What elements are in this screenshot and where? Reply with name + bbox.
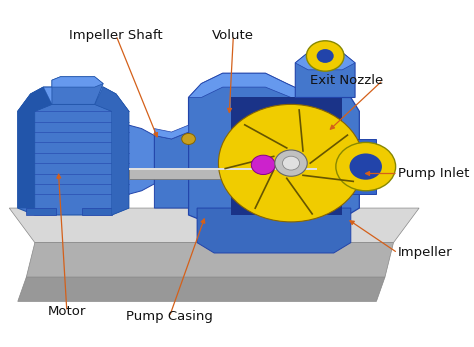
- Text: Motor: Motor: [48, 305, 86, 318]
- Circle shape: [275, 150, 307, 176]
- Circle shape: [306, 41, 344, 71]
- Polygon shape: [295, 52, 355, 70]
- Polygon shape: [27, 208, 56, 215]
- Polygon shape: [197, 208, 223, 232]
- Circle shape: [349, 153, 382, 180]
- Polygon shape: [155, 132, 189, 208]
- Polygon shape: [155, 125, 189, 139]
- Polygon shape: [52, 77, 103, 104]
- Polygon shape: [95, 87, 129, 215]
- Circle shape: [317, 49, 334, 63]
- Polygon shape: [351, 139, 376, 194]
- Polygon shape: [308, 208, 334, 232]
- Polygon shape: [295, 52, 355, 98]
- Polygon shape: [197, 208, 351, 253]
- Circle shape: [251, 155, 275, 175]
- Circle shape: [283, 156, 300, 170]
- Polygon shape: [18, 87, 129, 215]
- Polygon shape: [18, 277, 385, 302]
- Text: Impeller Shaft: Impeller Shaft: [69, 29, 163, 42]
- Polygon shape: [231, 98, 342, 215]
- Polygon shape: [236, 129, 265, 201]
- Circle shape: [219, 104, 364, 222]
- Text: Impeller: Impeller: [398, 246, 452, 260]
- Polygon shape: [129, 125, 155, 194]
- Text: Pump Casing: Pump Casing: [126, 311, 213, 323]
- Text: Pump Inlet: Pump Inlet: [398, 167, 469, 180]
- Polygon shape: [18, 87, 129, 111]
- Polygon shape: [189, 73, 317, 98]
- Circle shape: [336, 142, 396, 191]
- Circle shape: [182, 133, 195, 144]
- Polygon shape: [129, 168, 317, 170]
- Text: Volute: Volute: [212, 29, 255, 42]
- Polygon shape: [27, 243, 393, 277]
- Polygon shape: [9, 208, 419, 243]
- Polygon shape: [18, 87, 52, 208]
- Polygon shape: [129, 168, 317, 179]
- Polygon shape: [189, 73, 359, 225]
- Polygon shape: [52, 77, 103, 87]
- Polygon shape: [82, 208, 112, 215]
- Text: Exit Nozzle: Exit Nozzle: [310, 74, 383, 87]
